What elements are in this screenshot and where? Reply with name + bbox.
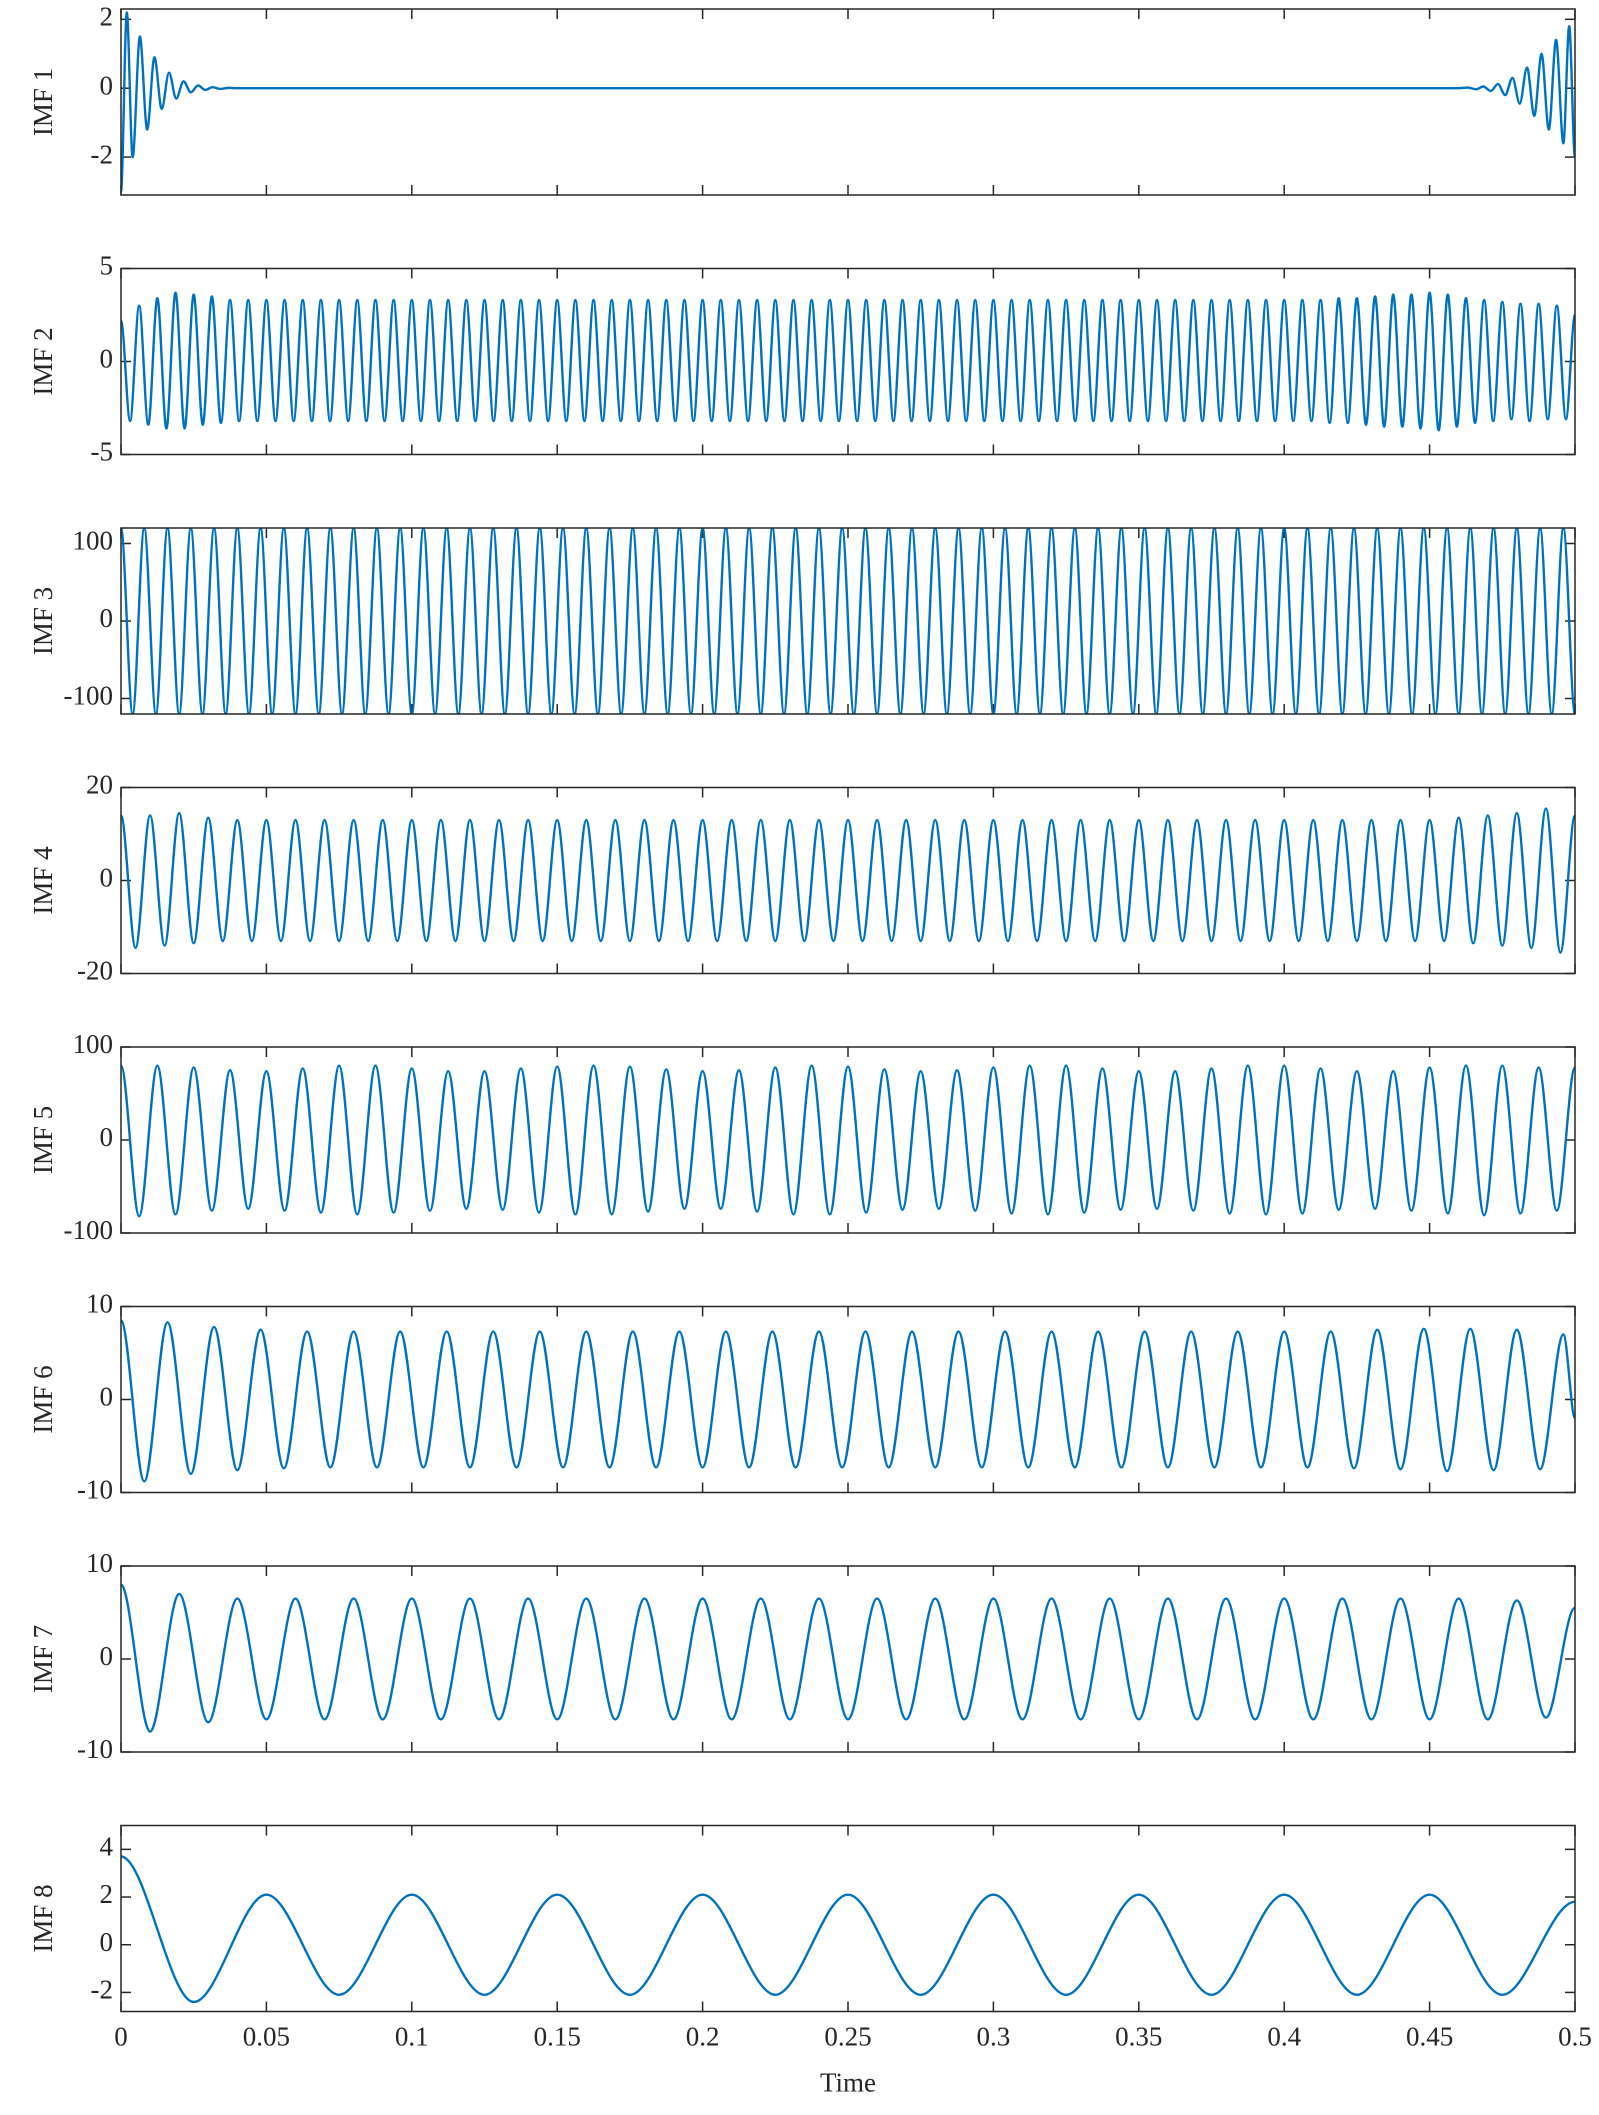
y-axis-label: IMF 1 [28,68,58,136]
y-axis-label: IMF 7 [28,1625,58,1693]
y-tick-label: -20 [77,956,113,986]
y-tick-label: -2 [91,139,114,169]
y-tick-label: -5 [91,437,114,467]
y-tick-label: 0 [100,1382,114,1412]
y-axis-label: IMF 8 [28,1884,58,1952]
y-tick-label: 10 [86,1548,113,1578]
y-tick-label: 0 [100,603,114,633]
signal-line [121,1583,1575,1733]
x-tick-label: 0.15 [534,2022,581,2052]
x-tick-label: 0.05 [243,2022,290,2052]
y-tick-label: 100 [73,526,114,556]
axes-frame [120,1305,1576,1494]
y-tick-label: 5 [100,251,114,281]
y-tick-label: 4 [100,1832,114,1862]
axes-frame [120,1824,1576,2013]
y-tick-label: 2 [100,2,114,32]
y-tick-label: 0 [100,863,114,893]
y-axis-label: IMF 2 [28,327,58,395]
y-tick-label: 20 [86,770,113,800]
x-tick-label: 0.35 [1115,2022,1162,2052]
y-tick-label: -2 [91,1975,114,2005]
x-tick-label: 0.1 [395,2022,429,2052]
axes-frame [120,8,1576,196]
axes-frame [120,527,1576,715]
signal-line [121,291,1575,432]
y-axis-label: IMF 5 [28,1106,58,1174]
x-tick-label: 0.3 [977,2022,1011,2052]
x-tick-label: 0.25 [824,2022,871,2052]
y-tick-label: -100 [64,681,114,711]
x-tick-label: 0.4 [1267,2022,1301,2052]
y-tick-label: 0 [100,1641,114,1671]
axes-frame [120,1046,1576,1234]
x-axis-label: Time [820,2068,876,2098]
y-axis-label: IMF 6 [28,1365,58,1433]
y-axis-label: IMF 3 [28,587,58,655]
y-tick-label: 2 [100,1879,114,1909]
y-tick-label: 0 [100,344,114,374]
signal-line [121,528,1575,714]
y-tick-label: -100 [64,1215,114,1245]
x-tick-label: 0.2 [686,2022,720,2052]
y-tick-label: -10 [77,1734,113,1764]
y-tick-label: -10 [77,1475,113,1505]
y-tick-label: 100 [73,1029,114,1059]
signal-line [121,807,1575,954]
signal-line [121,1064,1575,1218]
axes-frame [120,1565,1576,1753]
y-axis-label: IMF 4 [28,846,58,915]
y-tick-label: 0 [100,1927,114,1957]
axes-frame [120,786,1576,975]
y-tick-label: 0 [100,1122,114,1152]
y-tick-label: 10 [86,1289,113,1319]
y-tick-label: 0 [100,70,114,100]
x-tick-label: 0.45 [1406,2022,1453,2052]
signal-line [121,1855,1575,2004]
x-tick-label: 0 [114,2022,128,2052]
x-tick-label: 0.5 [1558,2022,1592,2052]
axes-frame [120,267,1576,456]
signal-line [121,1319,1575,1483]
signal-line [121,11,1575,193]
